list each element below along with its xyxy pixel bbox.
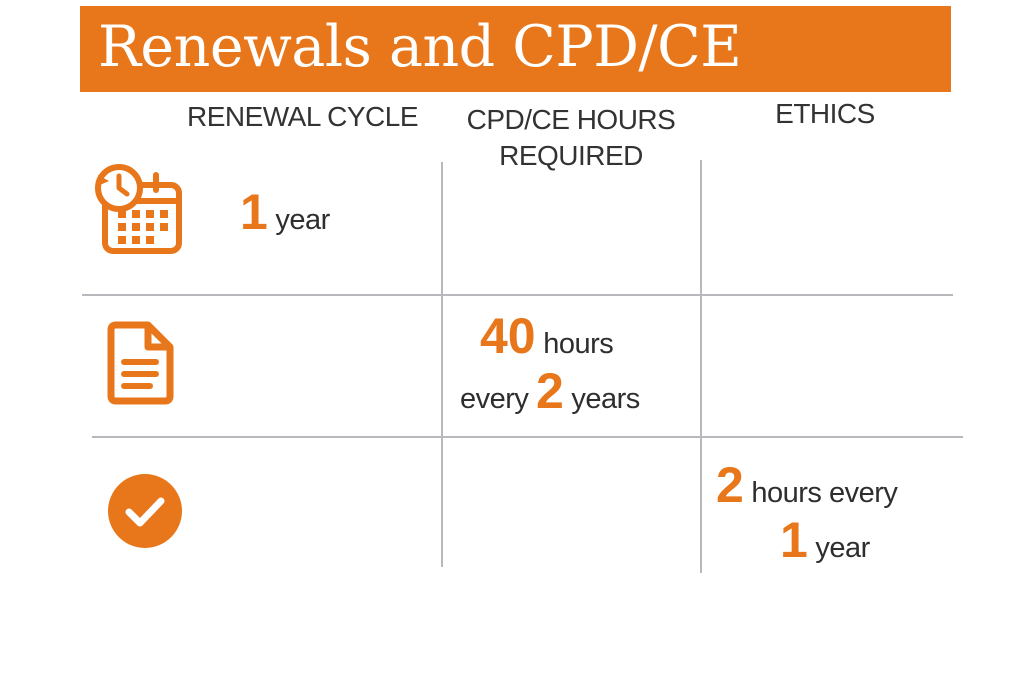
check-circle-icon (107, 473, 183, 549)
grid-line-horizontal-1 (82, 294, 953, 296)
grid-line-horizontal-2 (92, 436, 963, 438)
grid-line-vertical-1 (441, 162, 443, 567)
ethics-years-line2: 1 year (780, 515, 870, 565)
ethics-hours-line1: 2 hours every (716, 457, 898, 513)
column-header-renewal-label: RENEWAL CYCLE (186, 101, 419, 132)
cpd-hours-line2: every 2 years (460, 366, 640, 416)
column-header-ethics: ETHICS (700, 96, 950, 132)
renewal-cycle-number: 1 (240, 184, 268, 240)
cpd-hours-line1: 40 hours (480, 308, 614, 364)
column-header-cpd-hours: CPD/CE HOURS REQUIRED (440, 102, 702, 174)
ethics-hours-number: 2 (716, 457, 744, 513)
column-header-ethics-label: ETHICS (775, 98, 875, 129)
ethics-years-unit: year (815, 532, 870, 564)
document-icon (106, 320, 176, 406)
calendar-clock-icon (92, 163, 188, 259)
column-header-cpd-line1: CPD/CE HOURS (466, 104, 676, 135)
cpd-years-number: 2 (535, 363, 564, 419)
cpd-hours-number: 40 (480, 308, 536, 364)
grid-line-vertical-2 (700, 160, 702, 573)
cpd-years-unit: years (571, 383, 640, 415)
cpd-hours-every: every (460, 383, 529, 415)
cpd-hours-unit: hours (543, 328, 614, 360)
column-header-cpd-line2: REQUIRED (499, 140, 643, 171)
title-banner: Renewals and CPD/CE (80, 6, 951, 92)
renewal-cycle-value: 1 year (240, 187, 330, 237)
renewal-cycle-unit: year (275, 204, 330, 236)
ethics-years-number: 1 (780, 512, 808, 568)
page-title: Renewals and CPD/CE (98, 14, 742, 80)
column-header-renewal-cycle: RENEWAL CYCLE (170, 99, 435, 135)
ethics-hours-unit: hours every (751, 477, 898, 509)
